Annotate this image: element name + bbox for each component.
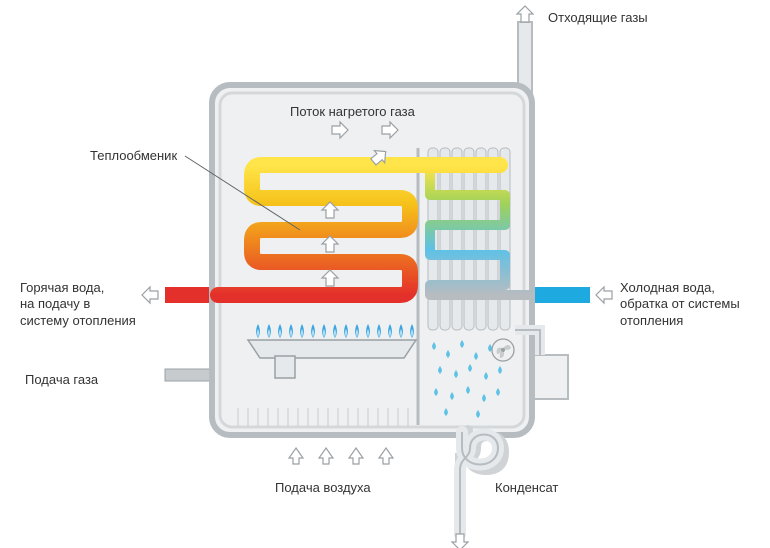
exhaust-arrow	[517, 6, 533, 22]
label-condensate: Конденсат	[495, 480, 558, 496]
air-inlet-arrows	[289, 448, 393, 464]
fan-icon	[492, 339, 514, 361]
label-heated-gas: Поток нагретого газа	[290, 104, 415, 120]
label-heat-exchanger: Теплообменик	[90, 148, 177, 164]
label-gas-supply: Подача газа	[25, 372, 98, 388]
diagram-root: Отходящие газы Поток нагретого газа Тепл…	[0, 0, 770, 548]
hot-out-arrow	[142, 287, 158, 303]
label-air-supply: Подача воздуха	[275, 480, 371, 496]
label-exhaust: Отходящие газы	[548, 10, 648, 26]
cold-in-arrow	[596, 287, 612, 303]
label-cold-water: Холодная вода, обратка от системы отопле…	[620, 280, 740, 329]
diagram-svg	[0, 0, 770, 548]
label-hot-water: Горячая вода, на подачу в систему отопле…	[20, 280, 136, 329]
